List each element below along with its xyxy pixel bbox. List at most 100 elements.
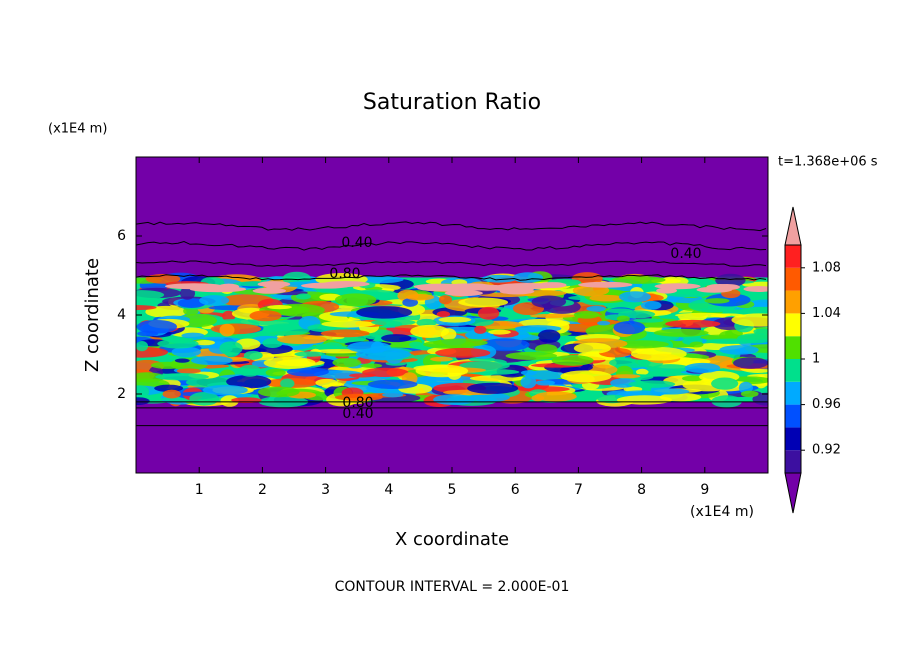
field-patch: [531, 295, 567, 309]
field-patch: [737, 333, 768, 344]
field-patch: [416, 318, 437, 327]
contour-label: 0.40: [670, 246, 701, 262]
x-tick-label: 6: [511, 482, 520, 498]
field-patch: [136, 397, 150, 405]
field-patch: [349, 373, 376, 378]
colorbar-segment: [785, 381, 801, 405]
field-patch: [560, 370, 612, 383]
field-patch: [136, 372, 165, 383]
y-tick-label: 6: [117, 228, 126, 244]
field-patch: [438, 295, 453, 305]
x-axis-label: X coordinate: [395, 529, 509, 550]
field-patch: [320, 329, 370, 338]
field-patch: [535, 380, 556, 386]
colorbar-segment: [785, 245, 801, 268]
field-patch: [356, 306, 413, 319]
field-patch: [190, 355, 233, 366]
field-patch: [613, 340, 669, 349]
field-patch: [467, 382, 519, 394]
field-patch: [613, 320, 646, 335]
field-patch: [650, 388, 690, 395]
field-patch: [711, 377, 739, 390]
field-patch: [295, 293, 311, 300]
field-patch: [665, 319, 721, 328]
field-patch: [164, 283, 224, 290]
x-tick-label: 3: [321, 482, 330, 498]
colorbar-segment: [785, 267, 801, 291]
field-patch: [749, 299, 768, 308]
field-patch: [719, 345, 759, 355]
field-patch: [606, 308, 633, 314]
colorbar-segment: [785, 359, 801, 382]
field-patch: [202, 384, 248, 396]
field-patch: [334, 293, 377, 307]
field-patch: [177, 298, 206, 309]
field-patch: [684, 362, 721, 373]
colorbar-tick-label: 1: [812, 352, 820, 367]
chart-title: Saturation Ratio: [363, 90, 541, 115]
field-patch: [618, 291, 651, 303]
field-patch: [435, 347, 491, 358]
y-tick-label: 4: [117, 307, 126, 323]
field-patch: [616, 315, 630, 323]
field-patch: [653, 328, 709, 337]
y-tick-label: 2: [117, 386, 126, 402]
field-patch: [589, 294, 624, 302]
x-tick-label: 2: [258, 482, 267, 498]
colorbar-tick-label: 1.04: [812, 306, 841, 321]
field-patch: [157, 338, 199, 349]
field-patch: [537, 282, 567, 289]
field-patch: [321, 320, 376, 328]
field-patch: [226, 374, 272, 389]
field-patch: [171, 346, 202, 358]
field-patch: [537, 329, 561, 343]
field-patch: [616, 395, 672, 405]
field-patch: [458, 297, 509, 308]
footer-note: CONTOUR INTERVAL = 2.000E-01: [335, 579, 570, 595]
field-patch: [520, 376, 537, 389]
colorbar-under: [784, 472, 802, 514]
field-patch: [252, 287, 286, 294]
field-patch: [444, 290, 483, 297]
field-patch: [145, 305, 187, 318]
field-patch: [704, 298, 730, 304]
field-patch: [436, 311, 451, 318]
x-tick-label: 1: [195, 482, 204, 498]
field-patch: [474, 325, 487, 334]
field-patch: [162, 389, 181, 399]
field-patch: [136, 319, 178, 334]
field-patch: [294, 351, 326, 357]
field-patch: [410, 324, 450, 338]
field-patch: [243, 350, 263, 360]
contour-label: 0.40: [342, 406, 373, 422]
field-patch: [382, 392, 404, 398]
field-patch: [529, 313, 576, 318]
contour-field: [136, 157, 768, 473]
x-tick-label: 5: [448, 482, 457, 498]
field-patch: [257, 281, 291, 288]
field-patch: [630, 347, 687, 361]
field-patch: [651, 364, 691, 373]
field-patch: [520, 370, 538, 376]
field-patch: [258, 386, 300, 398]
field-patch: [194, 340, 215, 346]
field-patch: [573, 310, 600, 319]
field-patch: [586, 305, 606, 312]
field-patch: [154, 384, 184, 392]
contour-label: 0.40: [341, 235, 372, 251]
field-patch: [199, 295, 230, 306]
time-label: t=1.368e+06 s: [778, 155, 878, 170]
field-patch: [405, 293, 435, 301]
field-patch: [433, 338, 488, 347]
field-patch: [733, 357, 768, 369]
field-patch: [535, 344, 558, 355]
field-patch: [573, 342, 611, 354]
field-patch: [499, 288, 535, 295]
field-patch: [265, 368, 286, 377]
field-patch: [753, 328, 768, 335]
field-patch: [280, 378, 295, 389]
field-patch: [329, 382, 343, 387]
field-patch: [513, 334, 540, 341]
